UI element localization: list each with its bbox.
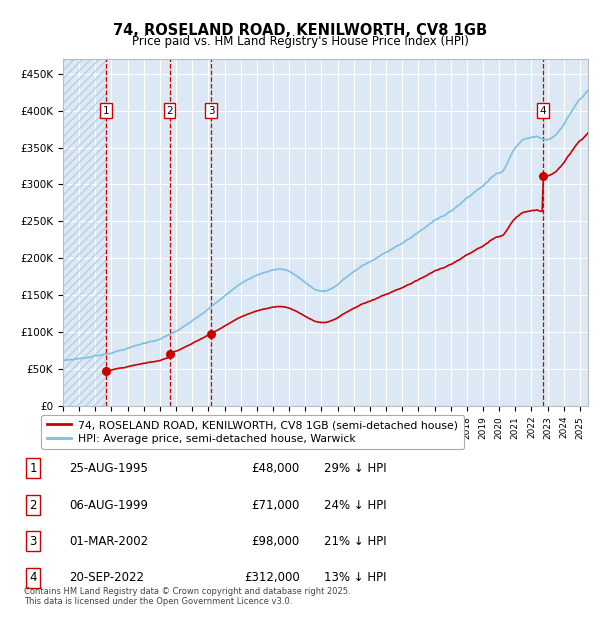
Text: Price paid vs. HM Land Registry's House Price Index (HPI): Price paid vs. HM Land Registry's House … [131,35,469,48]
Text: 74, ROSELAND ROAD, KENILWORTH, CV8 1GB: 74, ROSELAND ROAD, KENILWORTH, CV8 1GB [113,23,487,38]
Text: 2: 2 [29,499,37,511]
Text: 2: 2 [166,105,173,115]
Legend: 74, ROSELAND ROAD, KENILWORTH, CV8 1GB (semi-detached house), HPI: Average price: 74, ROSELAND ROAD, KENILWORTH, CV8 1GB (… [41,415,464,450]
Text: 06-AUG-1999: 06-AUG-1999 [69,499,148,511]
Text: £312,000: £312,000 [244,572,300,584]
Text: 01-MAR-2002: 01-MAR-2002 [69,535,148,547]
Text: £71,000: £71,000 [251,499,300,511]
Text: 25-AUG-1995: 25-AUG-1995 [69,462,148,474]
Text: Contains HM Land Registry data © Crown copyright and database right 2025.
This d: Contains HM Land Registry data © Crown c… [24,587,350,606]
Text: 4: 4 [29,572,37,584]
Text: £48,000: £48,000 [252,462,300,474]
Text: £98,000: £98,000 [252,535,300,547]
Text: 20-SEP-2022: 20-SEP-2022 [69,572,144,584]
Text: 4: 4 [540,105,547,115]
Text: 1: 1 [29,462,37,474]
Text: 29% ↓ HPI: 29% ↓ HPI [324,462,386,474]
Text: 13% ↓ HPI: 13% ↓ HPI [324,572,386,584]
Text: 3: 3 [208,105,214,115]
Text: 3: 3 [29,535,37,547]
Text: 21% ↓ HPI: 21% ↓ HPI [324,535,386,547]
Text: 1: 1 [103,105,109,115]
Text: 24% ↓ HPI: 24% ↓ HPI [324,499,386,511]
